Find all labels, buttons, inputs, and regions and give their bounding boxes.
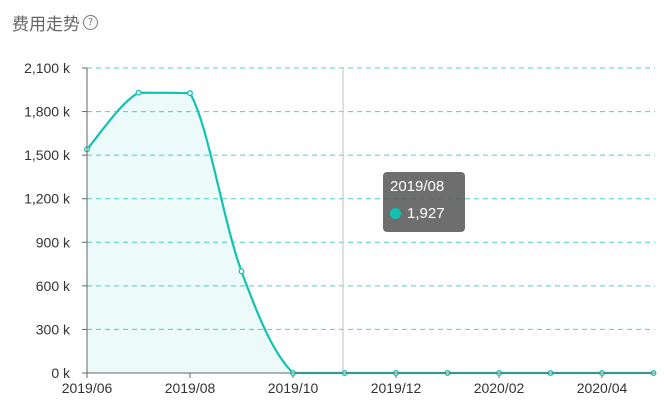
x-tick-label: 2020/04 [577, 380, 628, 396]
chart-title: 费用走势 [12, 15, 80, 34]
tooltip-series-dot [390, 208, 401, 219]
data-point[interactable] [135, 89, 142, 96]
chart-tooltip: 2019/08 1,927 [383, 172, 465, 232]
x-tick-label: 2019/06 [62, 380, 113, 396]
x-tick-label: 2019/10 [268, 380, 319, 396]
y-tick-label: 1,500 k [24, 147, 71, 163]
y-tick-label: 0 k [51, 365, 71, 381]
tooltip-title: 2019/08 [390, 178, 445, 195]
y-axis-ticks: 0 k 300 k 600 k 900 k 1,200 k 1,500 k 1,800 k 2… [24, 60, 87, 381]
y-tick-label: 2,100 k [24, 60, 71, 76]
y-tick-label: 900 k [36, 234, 71, 250]
grid-lines [87, 67, 655, 330]
x-tick-label: 2019/12 [371, 380, 422, 396]
tooltip-row: 1,927 [390, 205, 445, 222]
y-tick-label: 300 k [36, 321, 71, 337]
series-area [87, 92, 654, 373]
y-tick-label: 1,800 k [24, 104, 71, 120]
help-icon[interactable]: ? [83, 15, 98, 30]
data-point[interactable] [187, 90, 193, 97]
data-point[interactable] [238, 268, 245, 275]
x-tick-label: 2020/02 [474, 380, 525, 396]
chart-header: 费用走势 ? [12, 10, 98, 35]
tooltip-value: 1,927 [407, 205, 445, 222]
y-tick-label: 1,200 k [24, 191, 71, 207]
y-tick-label: 600 k [36, 278, 71, 294]
x-axis-ticks: 2019/06 2019/08 2019/10 2019/12 2020/02 2020/… [62, 373, 628, 396]
x-tick-label: 2019/08 [165, 380, 216, 396]
